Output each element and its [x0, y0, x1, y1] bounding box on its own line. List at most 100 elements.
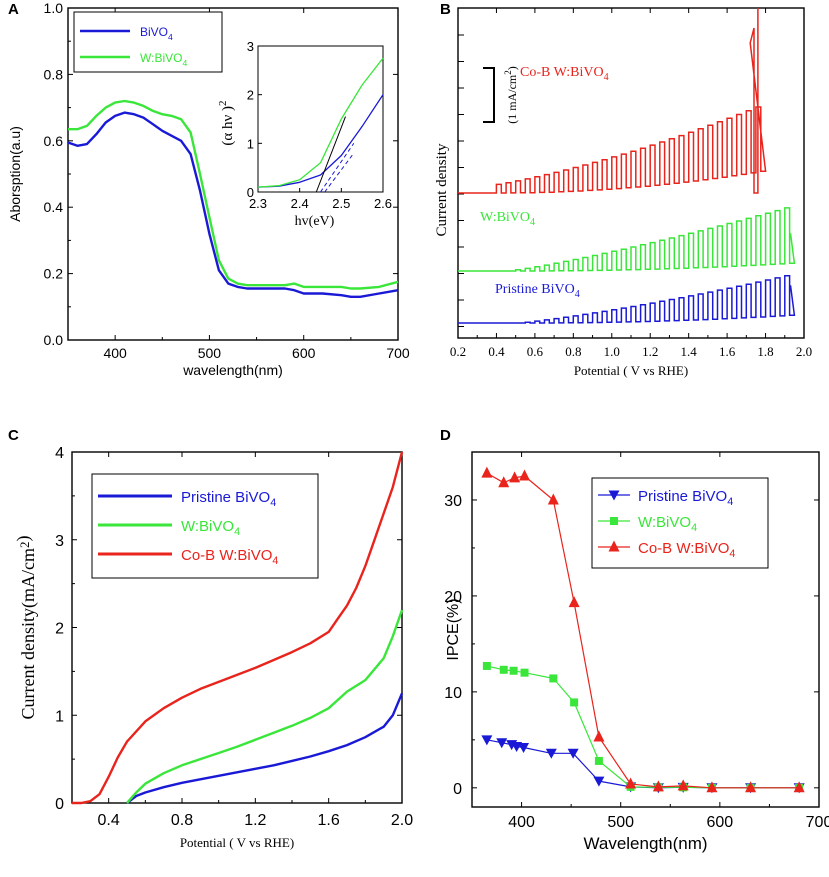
panel-a-inset-ytick-label: 1 [247, 136, 254, 151]
panel-b-series-label: Pristine BiVO4 [495, 282, 580, 300]
panel-d-point [496, 738, 508, 749]
panel-c-series-pristinebivo4 [126, 692, 404, 804]
panel-b-xtick-label: 0.8 [565, 344, 581, 359]
panel-a-inset-series [257, 57, 384, 188]
panel-d-point [520, 668, 529, 677]
panel-a-inset-xlabel: hv(eV) [295, 214, 335, 229]
panel-b-trace-wbivo4 [458, 207, 796, 272]
panel-c-xlabel: Potential ( V vs RHE) [180, 835, 294, 850]
panel-a-legend-label: BiVO4 [140, 25, 173, 42]
panel-c-xtick-label: 2.0 [391, 812, 413, 829]
panel-a-inset-xtick-label: 2.5 [332, 196, 350, 211]
panel-a-xtick-label: 500 [198, 345, 222, 361]
panel-c-xtick-label: 0.4 [98, 812, 120, 829]
panel-d-xtick-label: 500 [607, 814, 634, 831]
panel-d-legend-label: Pristine BiVO4 [638, 488, 733, 508]
panel-c-ytick-label: 0 [55, 796, 64, 813]
panel-b-xtick-label: 1.2 [642, 344, 658, 359]
panel-d-legend-marker [610, 517, 618, 525]
panel-d-point [482, 661, 491, 670]
panel-d-point [594, 756, 603, 765]
panel-c-legend-label: W:BiVO4 [181, 518, 240, 538]
panel-a-series-wbivo4 [68, 99, 399, 290]
panel-d-point [570, 698, 579, 707]
panel-d-point [509, 471, 521, 483]
panel-letter-c: C [8, 427, 19, 444]
panel-b-xtick-label: 1.4 [681, 344, 698, 359]
panel-d-point [593, 776, 605, 787]
panel-d-point [567, 748, 579, 759]
panel-b-xtick-label: 1.6 [719, 344, 736, 359]
panel-d-point [745, 781, 757, 793]
panel-a-inset-tangent [315, 116, 346, 193]
panel-a-ytick-label: 0.6 [44, 133, 64, 149]
panel-b-xtick-label: 0.6 [527, 344, 544, 359]
panel-d-point [509, 666, 518, 675]
panel-d-point [481, 735, 493, 746]
panel-c-ytick-label: 4 [55, 445, 64, 462]
panel-c-ytick-label: 2 [55, 621, 64, 638]
panel-a-legend-box [73, 11, 223, 73]
panel-b-trace-cobwbivo4 [458, 8, 767, 194]
panel-b-xtick-label: 2.0 [796, 344, 812, 359]
panel-d-point [652, 780, 664, 792]
panel-c-current-density-chart: 0 1 2 3 4 0.4 0.8 1.2 1.6 2.0 Potential ( V vs RHE… [13, 445, 413, 850]
panel-a-inset-ytick-label: 2 [247, 88, 254, 103]
panel-a-xlabel: wavelength(nm) [182, 362, 283, 378]
panel-c-series-cobwbivo4 [72, 451, 404, 805]
panel-a-ytick-label: 0.0 [44, 332, 64, 348]
panel-d-point [593, 730, 605, 742]
panel-d-xtick-label: 700 [806, 814, 829, 831]
panel-d-legend-label: Co-B W:BiVO4 [638, 540, 735, 560]
panel-d-point [706, 781, 718, 793]
panel-d-legend-marker [608, 540, 620, 552]
panel-b-xtick-label: 0.2 [450, 344, 466, 359]
panel-a-inset-ylabel: (α hν )2 [217, 100, 236, 145]
panel-d-frame [471, 451, 820, 808]
panel-b-chopped-current-chart: 0.2 0.4 0.6 0.8 1.0 1.2 1.4 1.6 1.8 2.0 Potential … [434, 7, 812, 378]
panel-c-ytick-label: 1 [55, 708, 64, 725]
panel-d-point [677, 779, 689, 791]
panel-a-ytick-label: 1.0 [44, 0, 64, 16]
panel-a-inset-ytick-label: 3 [247, 39, 254, 54]
panel-b-ylabel: Current density [434, 143, 450, 236]
panel-c-xtick-label: 1.6 [318, 812, 340, 829]
panel-b-scale-label: (1 mA/cm2) [503, 66, 519, 124]
panel-a-ytick-label: 0.4 [44, 199, 64, 215]
panel-d-ylabel: IPCE(%) [445, 598, 462, 660]
panel-c-xtick-label: 0.8 [171, 812, 193, 829]
panel-a-xtick-label: 600 [292, 345, 316, 361]
panel-a-ytick-label: 0.8 [44, 66, 64, 82]
panel-a-inset-frame [257, 45, 384, 193]
panel-b-series-label: W:BiVO4 [480, 210, 535, 228]
panel-d-point [625, 777, 637, 789]
panel-d-legend-marker [608, 490, 620, 501]
panel-a-inset-xtick-label: 2.4 [291, 196, 309, 211]
panel-c-xtick-label: 1.2 [244, 812, 266, 829]
panel-d-ytick-label: 30 [444, 493, 462, 510]
panel-b-xtick-label: 1.0 [604, 344, 620, 359]
panel-b-scale-bar [483, 67, 495, 123]
panel-d-point [547, 493, 559, 505]
panel-a-inset-xtick-label: 2.3 [249, 196, 267, 211]
panel-d-point [568, 596, 580, 608]
panel-d-series-wbivo4 [486, 665, 800, 789]
panel-d-point [519, 469, 531, 481]
panel-b-trace-pristinebivo4 [458, 275, 796, 324]
panel-d-legend-label: W:BiVO4 [638, 514, 697, 534]
panel-a-inset-tangent [320, 143, 355, 193]
panel-d-point [498, 476, 510, 488]
panel-d-xtick-label: 600 [707, 814, 734, 831]
panel-a-inset-xtick-label: 2.6 [374, 196, 392, 211]
panel-letter-d: D [440, 427, 451, 444]
panel-b-xlabel: Potential ( V vs RHE) [574, 363, 688, 378]
panel-a-absorption-chart: 0.0 0.2 0.4 0.6 0.8 1.0 400 500 600 700 wavelength… [7, 0, 410, 378]
panel-d-point [518, 743, 530, 754]
panel-a-series-bivo4 [67, 111, 399, 298]
panel-d-xtick-label: 400 [508, 814, 535, 831]
panel-c-ylabel: Current density(mA/cm2) [13, 536, 39, 720]
panel-d-series-pristinebivo4 [486, 739, 800, 789]
panel-d-legend-box [591, 477, 769, 569]
panel-c-legend-label: Pristine BiVO4 [181, 489, 276, 509]
